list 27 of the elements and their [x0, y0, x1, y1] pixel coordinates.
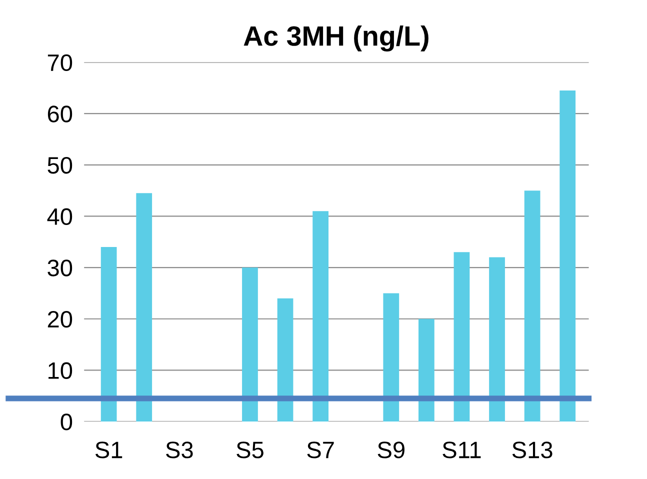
bar: [242, 268, 258, 422]
bar: [383, 293, 400, 422]
x-tick-label: S5: [236, 442, 264, 458]
bar: [136, 193, 152, 422]
bar: [489, 257, 505, 422]
bar: [418, 318, 434, 422]
x-tick-label: S3: [166, 442, 193, 458]
y-tick-label: 50: [48, 156, 72, 174]
x-tick-label: S11: [442, 442, 481, 458]
y-tick-label: 60: [48, 106, 72, 122]
bar: [312, 211, 328, 422]
bar: [277, 298, 294, 422]
y-tick-label: 40: [47, 208, 72, 226]
y-tick-label: 70: [48, 54, 72, 72]
y-tick-label: 30: [48, 260, 72, 276]
bar: [454, 252, 470, 422]
y-tick-label: 0: [60, 414, 72, 430]
y-tick-label: 20: [48, 310, 72, 328]
bar: [100, 247, 117, 422]
bar: [524, 190, 540, 422]
x-tick-label: S1: [95, 442, 122, 458]
x-tick-label: S7: [307, 442, 334, 458]
y-tick-label: 10: [48, 362, 72, 379]
chart-title: Ac 3MH (ng/L): [244, 25, 428, 52]
bar: [560, 90, 576, 422]
x-tick-label: S9: [378, 442, 404, 458]
x-tick-label: S13: [512, 442, 552, 458]
